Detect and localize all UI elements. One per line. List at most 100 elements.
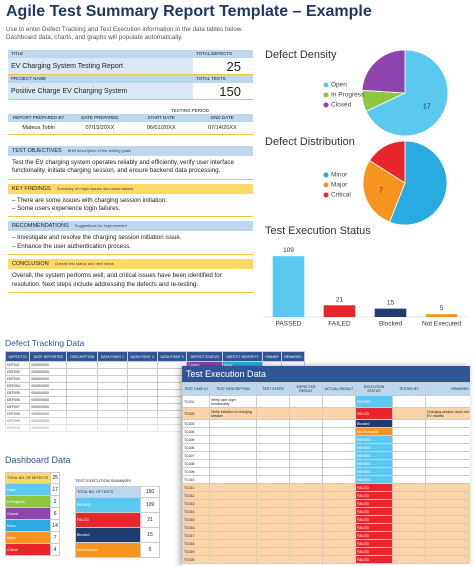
cell: TC008 bbox=[182, 459, 210, 468]
cell: 4 bbox=[50, 543, 60, 556]
cell bbox=[209, 499, 257, 508]
cell: TC003 bbox=[182, 419, 210, 428]
cell: 5 bbox=[140, 542, 160, 558]
header-cell: DATA POINT 2 bbox=[126, 351, 158, 362]
test-execution-sheet: Test Execution Data TEST CASE ID TEST DES… bbox=[182, 366, 470, 566]
body-line: Test the EV charging system operates rel… bbox=[12, 159, 234, 175]
row: PASSED 109 bbox=[74, 497, 160, 513]
pie-slice bbox=[361, 49, 406, 94]
header-row: DEFECT ID DATE REPORTED DESCRIPTION DATA PO… bbox=[5, 351, 305, 362]
sheet-title: Defect Tracking Data bbox=[5, 338, 85, 348]
cell bbox=[322, 499, 356, 508]
cell: DEF004 bbox=[5, 382, 31, 390]
header-cell: TEST DESCRIPTION bbox=[209, 382, 257, 396]
cell bbox=[322, 555, 356, 564]
cell bbox=[322, 419, 356, 428]
cell bbox=[289, 467, 323, 476]
row: TC005 PASSED bbox=[182, 435, 470, 444]
cell bbox=[425, 539, 470, 548]
cell bbox=[322, 443, 356, 452]
cell bbox=[256, 443, 290, 452]
cell: Blocked bbox=[74, 527, 142, 543]
cell bbox=[322, 523, 356, 532]
cell bbox=[256, 451, 290, 460]
sheet-title: Test Execution Data bbox=[182, 366, 470, 382]
label: PROJECT NAME bbox=[8, 75, 193, 83]
cell bbox=[425, 427, 470, 436]
cell bbox=[392, 443, 426, 452]
cell: 21 bbox=[140, 512, 160, 528]
cell bbox=[392, 491, 426, 500]
label: REPORT PREPARED BY bbox=[8, 114, 70, 122]
cell bbox=[66, 389, 99, 397]
cell bbox=[425, 451, 470, 460]
cell bbox=[425, 395, 470, 408]
cell bbox=[392, 555, 426, 564]
cell: TC019 bbox=[182, 547, 210, 556]
data-label: 5 bbox=[440, 305, 444, 312]
cell bbox=[392, 435, 426, 444]
row: Critical 4 bbox=[4, 543, 60, 556]
cell: 150 bbox=[140, 486, 160, 498]
sections: TEST OBJECTIVES Brief description of the … bbox=[8, 146, 253, 293]
cell bbox=[209, 435, 257, 444]
section-hint: Summary of major issues and observations bbox=[56, 185, 134, 191]
row: Major 7 bbox=[4, 531, 60, 544]
cell bbox=[256, 427, 290, 436]
value: 06/01/20XX bbox=[130, 122, 192, 135]
cell: PASSED bbox=[355, 435, 393, 444]
cell: TC002 bbox=[182, 407, 210, 420]
bar bbox=[374, 308, 407, 317]
cell bbox=[289, 539, 323, 548]
cell bbox=[392, 467, 426, 476]
cell bbox=[256, 419, 290, 428]
cell bbox=[126, 396, 158, 404]
cell bbox=[289, 523, 323, 532]
cell bbox=[126, 368, 158, 376]
row: TC020 FAILED bbox=[182, 555, 470, 564]
legend-label: Minor bbox=[331, 172, 348, 179]
legend-label: In Progress bbox=[331, 92, 365, 99]
section-body: – There are some issues with charging se… bbox=[8, 194, 253, 218]
value: Mateus Tobin bbox=[8, 122, 70, 135]
cell bbox=[209, 419, 257, 428]
cell bbox=[425, 555, 470, 564]
cell bbox=[66, 361, 99, 369]
cell bbox=[392, 523, 426, 532]
cell: DEF001 bbox=[5, 361, 31, 369]
cell bbox=[392, 475, 426, 484]
cell: PASSED bbox=[355, 459, 393, 468]
cell bbox=[126, 375, 158, 383]
row: TC015 FAILED bbox=[182, 515, 470, 524]
cell bbox=[322, 395, 356, 408]
legend-swatch bbox=[323, 182, 329, 188]
cell: TC011 bbox=[182, 483, 210, 492]
cell: TC004 bbox=[182, 427, 210, 436]
cell bbox=[322, 547, 356, 556]
row: TC003 Blocked bbox=[182, 419, 470, 428]
cell bbox=[209, 451, 257, 460]
legend-swatch bbox=[323, 82, 329, 88]
cell bbox=[97, 361, 128, 369]
cell: FAILED bbox=[355, 539, 393, 548]
pie-slice bbox=[368, 140, 406, 184]
cell: 2 bbox=[50, 495, 60, 508]
cell: DEF002 bbox=[5, 368, 31, 376]
cell: 00/00/0000 bbox=[29, 368, 68, 376]
instructions: Use to enter Defect Tracking and Test Ex… bbox=[6, 26, 243, 42]
cell bbox=[289, 395, 323, 408]
cell: TC016 bbox=[182, 523, 210, 532]
cell bbox=[322, 435, 356, 444]
row: Closed 6 bbox=[4, 507, 60, 520]
label: TOTAL TESTS bbox=[193, 75, 253, 83]
cell bbox=[256, 515, 290, 524]
cell: TC009 bbox=[182, 467, 210, 476]
section-title: KEY FINDINGS bbox=[12, 185, 51, 192]
cell bbox=[322, 427, 356, 436]
cell: TC018 bbox=[182, 539, 210, 548]
cell bbox=[209, 507, 257, 516]
cell bbox=[425, 491, 470, 500]
x-tick-label: Blocked bbox=[379, 321, 403, 328]
x-tick-label: Not Executed bbox=[422, 321, 461, 328]
cell bbox=[256, 547, 290, 556]
